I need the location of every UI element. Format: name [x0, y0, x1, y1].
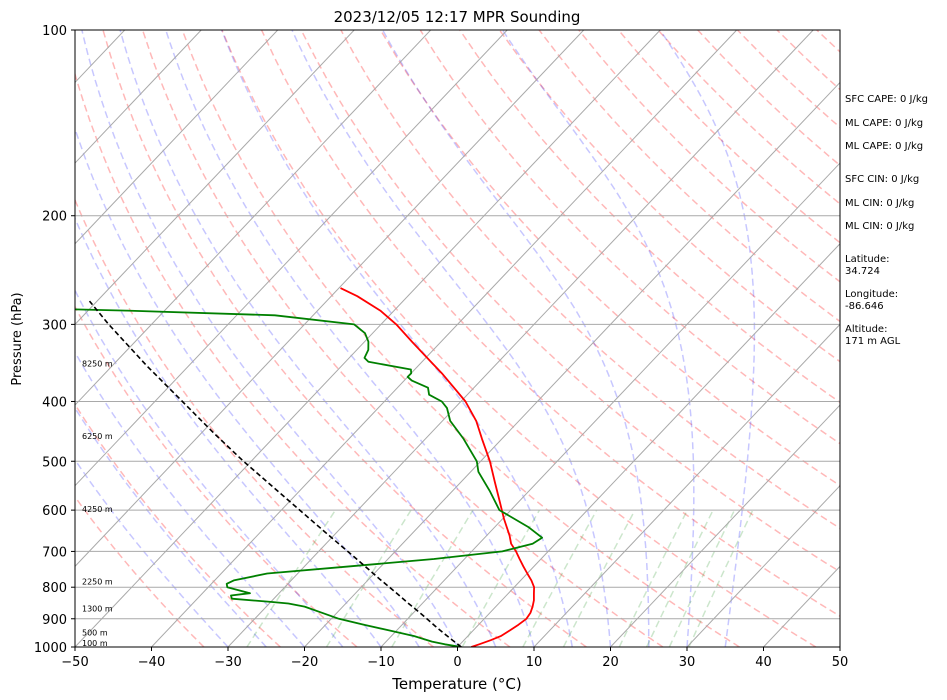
isotherm [75, 30, 279, 245]
isotherm [75, 30, 585, 568]
moist-adiabat [291, 30, 612, 647]
x-tick-label: −30 [214, 655, 241, 670]
x-tick-label: −10 [367, 655, 394, 670]
isotherm [686, 484, 840, 647]
y-tick-label: 300 [42, 318, 67, 333]
altitude-label: Altitude: [845, 324, 887, 335]
ml-cape: ML CAPE: 0 J/kg [845, 118, 923, 129]
moist-adiabat [75, 350, 306, 647]
dry-adiabat [340, 30, 840, 530]
dry-adiabat [260, 30, 840, 618]
moist-adiabat [81, 30, 459, 647]
isotherm [533, 323, 840, 647]
x-tick-label: −40 [138, 655, 165, 670]
isotherm [457, 243, 840, 647]
ml-cin: ML CIN: 0 J/kg [845, 198, 914, 209]
dry-adiabat [75, 305, 358, 647]
x-tick-label: −50 [61, 655, 88, 670]
isotherm [151, 30, 738, 647]
dry-adiabat [538, 30, 840, 323]
temperature-trace [340, 287, 535, 647]
y-tick-label: 900 [42, 613, 67, 628]
dry-adiabat [300, 30, 840, 573]
y-tick-label: 200 [42, 210, 67, 225]
dry-adiabat [498, 30, 840, 363]
x-tick-label: 20 [602, 655, 619, 670]
height-label: 6250 m [82, 432, 113, 441]
dry-adiabat [221, 30, 817, 647]
isotherm [75, 30, 202, 164]
isotherm [75, 30, 355, 326]
y-tick-label: 400 [42, 395, 67, 410]
moist-adiabat [75, 458, 229, 647]
x-tick-label: 10 [526, 655, 543, 670]
x-tick-label: 40 [755, 655, 772, 670]
x-tick-label: 50 [832, 655, 849, 670]
y-tick-label: 700 [42, 545, 67, 560]
moist-adiabat [75, 216, 382, 647]
longitude-label: Longitude: [845, 289, 898, 300]
ml-cin-2: ML CIN: 0 J/kg [845, 221, 914, 232]
y-tick-label: 100 [42, 24, 67, 39]
height-label: 8250 m [82, 359, 113, 368]
chart-title: 2023/12/05 12:17 MPR Sounding [334, 8, 581, 26]
y-tick-label: 600 [42, 504, 67, 519]
moist-adiabat [75, 126, 420, 647]
dewpoint-trace [75, 308, 543, 647]
latitude-label: Latitude: [845, 254, 890, 265]
y-tick-label: 1000 [34, 641, 67, 656]
x-tick-label: 0 [453, 655, 461, 670]
isotherm [610, 404, 840, 647]
moist-adiabat [119, 30, 497, 647]
moist-adiabat [381, 30, 650, 647]
isotherm [227, 30, 814, 647]
y-axis-ticks: 100 200 300 400 500 600 700 800 900 1000 [34, 24, 75, 656]
height-label: 4250 m [82, 505, 113, 514]
dry-adiabat [181, 30, 740, 647]
dry-adiabat [578, 30, 840, 283]
isotherm [75, 30, 432, 406]
sfc-cape: SFC CAPE: 0 J/kg [845, 94, 928, 105]
dry-adiabat [379, 30, 840, 487]
height-label: 100 m [82, 639, 108, 648]
ml-cape-2: ML CAPE: 0 J/kg [845, 141, 923, 152]
y-tick-label: 500 [42, 455, 67, 470]
altitude-value: 171 m AGL [845, 336, 901, 347]
grid [75, 30, 840, 647]
dry-adiabat [459, 30, 840, 404]
x-tick-label: −20 [291, 655, 318, 670]
moist-adiabat [221, 30, 574, 647]
sounding-traces [75, 287, 543, 647]
y-tick-label: 800 [42, 581, 67, 596]
moist-adiabat [75, 406, 267, 647]
x-tick-label: 30 [679, 655, 696, 670]
height-label: 500 m [82, 629, 108, 638]
dry-adiabat [419, 30, 840, 445]
x-axis-label: Temperature (°C) [391, 675, 521, 693]
dry-adiabat [75, 198, 434, 647]
side-panel: SFC CAPE: 0 J/kg ML CAPE: 0 J/kg ML CAPE… [845, 94, 928, 347]
moist-adiabat [501, 30, 695, 647]
isotherm [304, 81, 840, 647]
latitude-value: 34.724 [845, 266, 880, 277]
dry-adiabat [75, 495, 205, 647]
height-label: 2250 m [82, 577, 113, 586]
height-label: 1300 m [82, 604, 113, 613]
moist-adiabat [75, 288, 344, 647]
dry-adiabat [75, 71, 511, 647]
isotherm [380, 162, 840, 647]
isotherm [75, 30, 508, 487]
x-axis-ticks: −50 −40 −30 −20 −10 0 10 20 30 40 50 [61, 647, 848, 670]
dry-adiabat [102, 30, 587, 647]
longitude-value: -86.646 [845, 301, 884, 312]
sfc-cin: SFC CIN: 0 J/kg [845, 174, 919, 185]
y-axis-label: Pressure (hPa) [10, 292, 25, 385]
